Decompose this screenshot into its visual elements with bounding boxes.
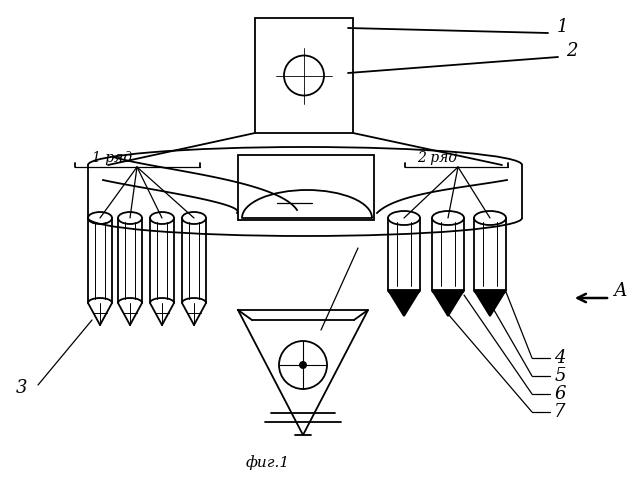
Text: 2: 2 xyxy=(566,42,578,60)
Text: 7: 7 xyxy=(554,403,566,421)
Circle shape xyxy=(299,361,307,369)
Polygon shape xyxy=(474,290,506,316)
Text: 1 ряд: 1 ряд xyxy=(92,151,132,165)
Text: А: А xyxy=(613,282,627,300)
Polygon shape xyxy=(432,290,464,316)
Circle shape xyxy=(284,56,324,96)
Text: 3: 3 xyxy=(17,379,28,397)
Text: 2 ряд: 2 ряд xyxy=(417,151,457,165)
Bar xyxy=(255,18,353,133)
Text: фиг.1: фиг.1 xyxy=(246,456,290,470)
Bar xyxy=(238,155,374,220)
Text: 6: 6 xyxy=(554,385,566,403)
Polygon shape xyxy=(388,290,420,316)
Circle shape xyxy=(279,341,327,389)
Text: 4: 4 xyxy=(554,349,566,367)
Text: 1: 1 xyxy=(556,18,568,36)
Text: 5: 5 xyxy=(554,367,566,385)
